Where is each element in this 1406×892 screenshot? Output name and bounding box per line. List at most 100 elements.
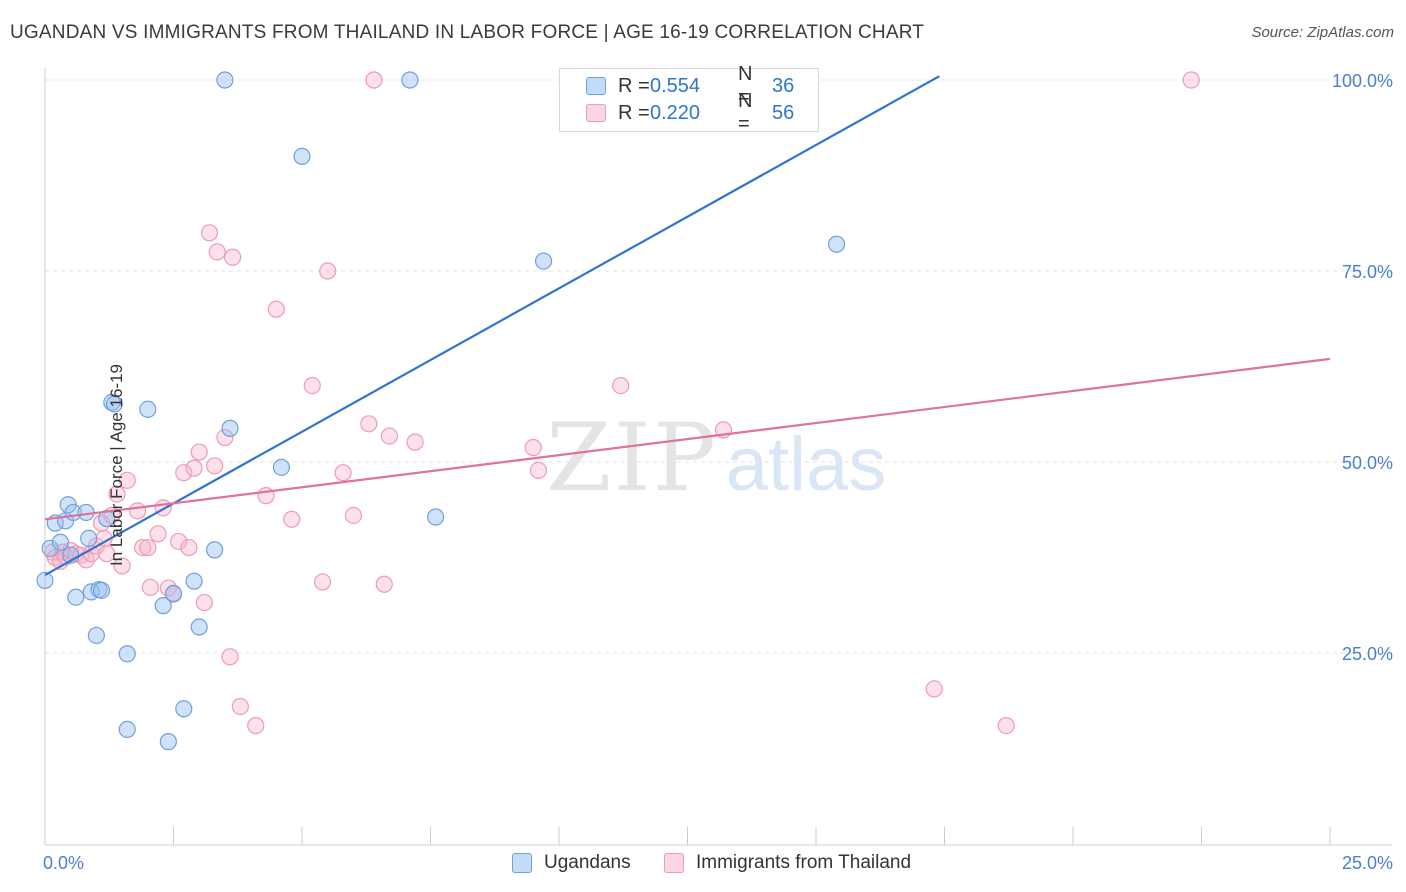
point-ugandans: [534, 252, 553, 270]
point-thailand: [185, 459, 203, 477]
y-tick-label: 75.0%: [1342, 262, 1393, 282]
point-ugandans: [185, 572, 203, 590]
point-thailand: [997, 716, 1015, 735]
point-ugandans: [105, 395, 123, 413]
gridlines: [45, 79, 1392, 654]
point-thailand: [139, 538, 157, 557]
legend-swatch-ugandans: [512, 853, 532, 873]
legend-label-thailand: Immigrants from Thailand: [696, 852, 912, 873]
y-tick-label: 100.0%: [1332, 71, 1393, 91]
data-points: [36, 71, 1200, 751]
y-tick-label: 50.0%: [1342, 453, 1393, 473]
point-ugandans: [41, 539, 59, 557]
legend-r-value: 0.554: [650, 74, 701, 97]
point-thailand: [149, 525, 167, 543]
point-thailand: [195, 593, 213, 612]
legend-row-ugandans: R = 0.554 N = 36: [586, 63, 795, 108]
watermark-zip: ZIP: [546, 404, 718, 513]
point-ugandans: [164, 584, 183, 603]
point-thailand: [98, 545, 116, 563]
point-ugandans: [80, 529, 98, 548]
legend-swatch-ugandans: [586, 77, 606, 95]
point-thailand: [360, 415, 378, 433]
point-ugandans: [293, 147, 311, 165]
point-ugandans: [216, 71, 234, 89]
legend-r-label: R =: [618, 101, 650, 124]
point-thailand: [216, 428, 234, 447]
point-thailand: [375, 575, 393, 593]
point-ugandans: [118, 720, 136, 739]
point-thailand: [612, 377, 630, 395]
point-thailand: [170, 532, 188, 551]
point-ugandans: [92, 581, 111, 599]
legend-n-value: 36: [772, 74, 795, 97]
point-ugandans: [175, 700, 193, 718]
point-thailand: [380, 427, 398, 445]
point-thailand: [313, 573, 332, 591]
point-thailand: [180, 538, 198, 557]
point-thailand: [283, 510, 301, 528]
legend-n-label: N =: [738, 63, 753, 108]
legend-n-label: N =: [738, 90, 753, 135]
point-thailand: [247, 716, 265, 735]
legend-label-ugandans: Ugandans: [544, 852, 631, 873]
legend-swatch-thailand: [664, 853, 684, 873]
point-thailand: [319, 262, 337, 280]
point-ugandans: [427, 508, 445, 526]
point-thailand: [529, 461, 548, 480]
point-ugandans: [36, 571, 54, 590]
point-ugandans: [206, 541, 224, 559]
point-thailand: [200, 224, 219, 242]
point-thailand: [141, 578, 159, 596]
axes: [44, 68, 1392, 846]
point-ugandans: [67, 588, 85, 606]
point-thailand: [134, 538, 152, 557]
point-thailand: [365, 71, 383, 89]
point-ugandans: [51, 533, 70, 551]
point-ugandans: [154, 597, 172, 615]
point-ugandans: [118, 645, 136, 663]
x-tick-label: 0.0%: [43, 853, 84, 873]
point-ugandans: [190, 618, 208, 636]
chart-title: UGANDAN VS IMMIGRANTS FROM THAILAND IN L…: [10, 22, 925, 43]
point-thailand: [108, 485, 126, 503]
point-thailand: [175, 464, 193, 482]
point-thailand: [267, 300, 285, 318]
point-ugandans: [221, 419, 239, 437]
series-legend: Ugandans Immigrants from Thailand: [0, 852, 1406, 878]
legend-item-thailand: Immigrants from Thailand: [664, 852, 911, 874]
point-ugandans: [159, 733, 177, 751]
point-ugandans: [272, 458, 291, 476]
point-ugandans: [139, 400, 157, 418]
point-ugandans: [401, 71, 419, 89]
point-ugandans: [827, 235, 846, 253]
y-tick-label: 25.0%: [1342, 644, 1393, 664]
trend-line-ugandans: [44, 75, 940, 577]
point-thailand: [334, 464, 352, 482]
point-thailand: [303, 377, 321, 395]
y-axis-label: In Labor Force | Age 16-19: [106, 364, 126, 566]
point-thailand: [208, 243, 226, 261]
point-thailand: [224, 248, 242, 266]
legend-n-value: 56: [772, 101, 795, 124]
point-ugandans: [87, 626, 106, 645]
x-tick-label: 25.0%: [1342, 853, 1393, 873]
legend-item-ugandans: Ugandans: [512, 852, 631, 874]
source-credit: Source: ZipAtlas.com: [1251, 24, 1394, 41]
watermark: ZIP atlas: [546, 404, 886, 513]
axis-ticks: 25.0% 50.0% 75.0% 100.0% 0.0% 25.0%: [43, 71, 1393, 873]
watermark-atlas: atlas: [726, 422, 887, 507]
trend-lines: [44, 75, 1331, 577]
point-thailand: [190, 443, 208, 461]
point-thailand: [118, 471, 136, 489]
point-thailand: [925, 680, 943, 698]
legend-r-label: R =: [618, 74, 650, 97]
point-thailand: [113, 557, 131, 575]
point-thailand: [221, 648, 239, 666]
point-thailand: [231, 697, 249, 716]
point-thailand: [406, 433, 424, 451]
legend-swatch-thailand: [586, 104, 606, 122]
point-thailand: [128, 502, 147, 520]
point-thailand: [344, 506, 362, 525]
